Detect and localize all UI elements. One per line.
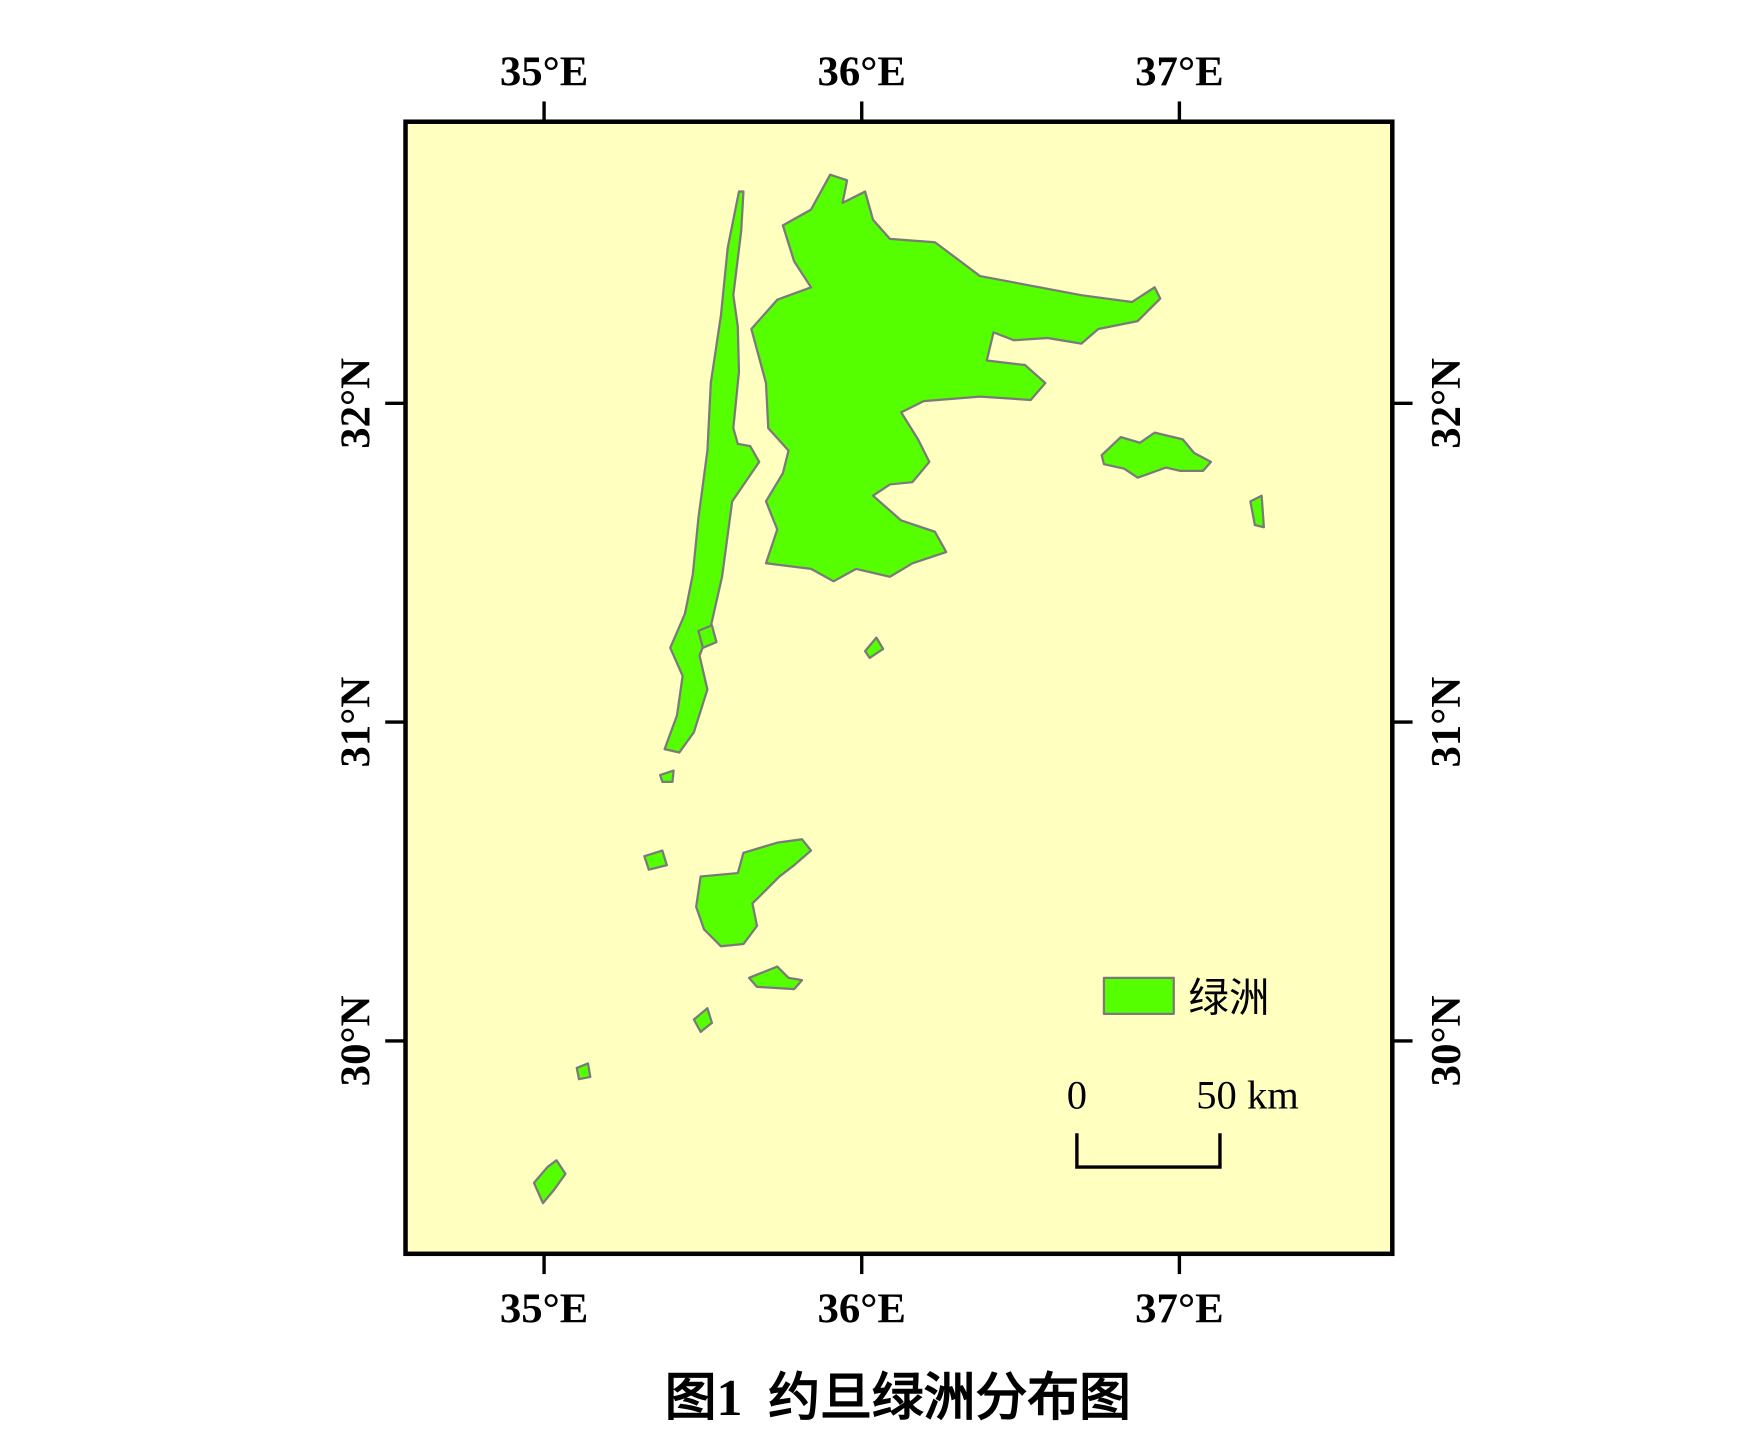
oasis-jordan-valley — [663, 190, 761, 754]
legend-swatch — [1102, 976, 1175, 1015]
scale-line — [1075, 1133, 1222, 1169]
legend-label: 绿洲 — [1188, 976, 1269, 1021]
oasis-north — [750, 173, 1162, 583]
lon-label: 37°E — [1135, 1286, 1223, 1333]
lon-label: 36°E — [818, 49, 906, 96]
oasis-patch — [697, 624, 718, 649]
lat-label: 31°N — [332, 677, 379, 768]
oasis-south — [695, 838, 813, 948]
lon-label: 37°E — [1135, 49, 1223, 96]
lon-label: 35°E — [500, 1286, 588, 1333]
oasis-patch — [692, 1007, 714, 1034]
lat-label: 32°N — [1423, 358, 1470, 449]
scale-bar: 0 50 km — [1067, 1072, 1299, 1169]
oasis-areas — [532, 173, 1266, 1205]
oasis-south-small — [747, 965, 804, 991]
oasis-patch — [1249, 494, 1266, 529]
oasis-patch — [643, 849, 668, 871]
legend: 绿洲 — [1102, 976, 1270, 1021]
lat-label: 30°N — [332, 995, 379, 1086]
oasis-patch — [863, 636, 885, 660]
lon-label: 35°E — [500, 49, 588, 96]
oasis-aqaba — [532, 1159, 567, 1205]
caption: 图1 约旦绿洲分布图 — [665, 1369, 1131, 1427]
lat-label: 32°N — [332, 358, 379, 449]
oasis-east — [1100, 431, 1213, 479]
tick-marks — [385, 101, 1413, 1275]
lon-label: 36°E — [818, 1286, 906, 1333]
axis-labels: 35°E 36°E 37°E 35°E 36°E 37°E 32°N 31°N … — [332, 49, 1469, 1333]
lat-label: 30°N — [1423, 995, 1470, 1086]
lat-label: 31°N — [1423, 677, 1470, 768]
oasis-patch — [658, 769, 675, 783]
scale-start: 0 — [1067, 1072, 1087, 1117]
oasis-patch — [575, 1062, 592, 1081]
scale-end: 50 km — [1196, 1072, 1298, 1117]
